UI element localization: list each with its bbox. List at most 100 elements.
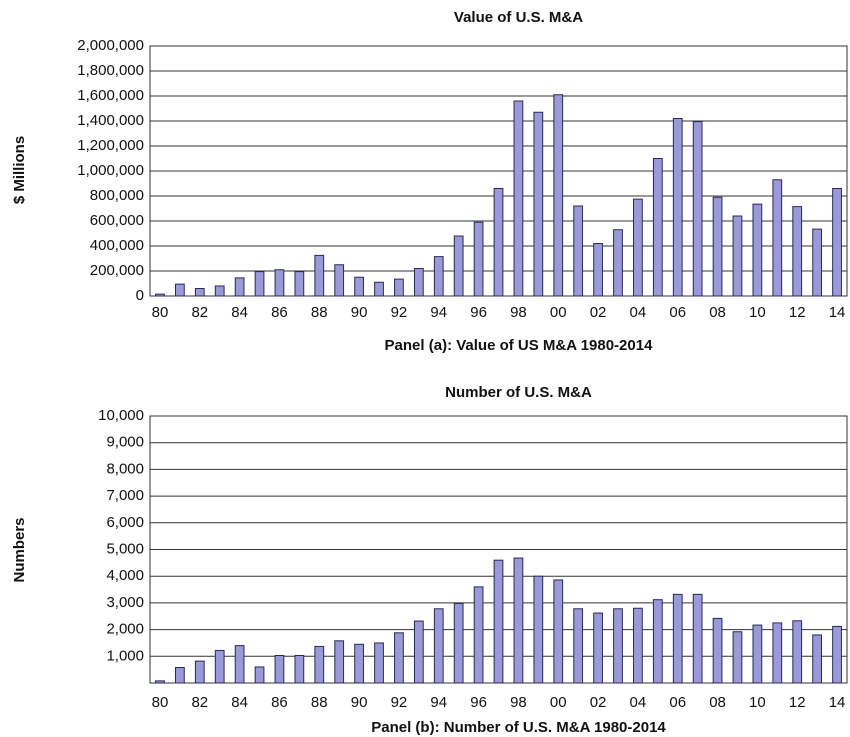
bar xyxy=(473,221,484,297)
x-tick-label: 96 xyxy=(470,304,487,321)
bar xyxy=(752,203,763,297)
x-tick-label: 80 xyxy=(152,694,169,711)
y-tick-label: 600,000 xyxy=(90,212,144,229)
x-tick-label: 82 xyxy=(191,694,208,711)
x-tick-label: 14 xyxy=(829,694,846,711)
bar xyxy=(254,666,265,684)
x-tick-label: 06 xyxy=(669,304,686,321)
bar xyxy=(792,620,803,684)
bar xyxy=(573,205,584,297)
bar xyxy=(692,121,703,297)
y-tick-label: 0 xyxy=(136,287,144,304)
x-tick-label: 14 xyxy=(829,304,846,321)
bar xyxy=(553,579,564,684)
bar xyxy=(772,622,783,684)
bar xyxy=(573,608,584,684)
bar xyxy=(254,271,265,297)
y-tick-label: 1,400,000 xyxy=(77,112,144,129)
bar xyxy=(294,271,305,297)
x-tick-label: 96 xyxy=(470,694,487,711)
bar xyxy=(214,649,225,684)
bar xyxy=(174,667,185,684)
y-tick-label: 8,000 xyxy=(106,460,144,477)
x-tick-label: 90 xyxy=(351,304,368,321)
bar xyxy=(513,557,524,684)
y-tick-label: 200,000 xyxy=(90,262,144,279)
y-axis-label: Numbers xyxy=(11,517,28,582)
bar xyxy=(394,632,404,684)
bar xyxy=(473,586,484,684)
bar xyxy=(374,281,384,297)
x-tick-label: 04 xyxy=(630,694,647,711)
x-tick-label: 94 xyxy=(430,694,447,711)
x-tick-label: 06 xyxy=(669,694,686,711)
bar xyxy=(672,118,683,297)
bar xyxy=(672,593,683,684)
bar xyxy=(314,645,325,684)
x-tick-label: 80 xyxy=(152,304,169,321)
bar xyxy=(274,269,285,297)
chart-title: Number of U.S. M&A xyxy=(445,384,592,401)
bar xyxy=(155,293,165,297)
y-tick-label: 3,000 xyxy=(106,594,144,611)
bar xyxy=(832,625,842,684)
x-tick-label: 86 xyxy=(271,694,288,711)
y-tick-label: 2,000,000 xyxy=(77,37,144,54)
bar xyxy=(214,285,225,297)
y-tick-label: 4,000 xyxy=(106,567,144,584)
bar xyxy=(433,608,444,684)
bar xyxy=(374,642,384,684)
x-tick-label: 00 xyxy=(550,694,567,711)
y-tick-label: 1,000,000 xyxy=(77,162,144,179)
bar xyxy=(334,640,345,684)
x-tick-label: 04 xyxy=(630,304,647,321)
x-tick-label: 08 xyxy=(709,304,726,321)
bar xyxy=(712,196,723,297)
bar xyxy=(453,235,464,297)
x-tick-label: 98 xyxy=(510,694,527,711)
bar xyxy=(533,575,544,684)
y-tick-label: 6,000 xyxy=(106,514,144,531)
x-tick-label: 98 xyxy=(510,304,527,321)
bar xyxy=(593,612,603,684)
bar xyxy=(553,94,564,297)
bar xyxy=(294,654,305,684)
y-tick-label: 800,000 xyxy=(90,187,144,204)
bar xyxy=(692,593,703,684)
bar xyxy=(652,599,663,684)
y-tick-label: 1,800,000 xyxy=(77,62,144,79)
x-tick-label: 82 xyxy=(191,304,208,321)
x-tick-label: 12 xyxy=(789,694,806,711)
bar xyxy=(812,228,823,297)
bar xyxy=(752,624,763,684)
bar xyxy=(194,288,205,297)
x-tick-label: 12 xyxy=(789,304,806,321)
y-tick-label: 400,000 xyxy=(90,237,144,254)
bar xyxy=(453,602,464,684)
x-axis-label: Panel (b): Number of U.S. M&A 1980-2014 xyxy=(371,719,666,736)
x-tick-label: 88 xyxy=(311,694,328,711)
bar xyxy=(633,198,643,297)
bar xyxy=(493,188,504,297)
bar xyxy=(613,608,623,684)
y-tick-label: 10,000 xyxy=(98,407,144,424)
x-tick-label: 86 xyxy=(271,304,288,321)
bar xyxy=(652,158,663,297)
bar xyxy=(593,243,603,297)
bar xyxy=(832,188,842,297)
bar xyxy=(354,643,364,684)
y-tick-label: 7,000 xyxy=(106,487,144,504)
bar xyxy=(493,559,504,684)
bar xyxy=(394,278,404,297)
x-tick-label: 02 xyxy=(590,304,607,321)
x-axis-label: Panel (a): Value of US M&A 1980-2014 xyxy=(385,337,654,354)
bar xyxy=(234,277,245,297)
bar xyxy=(732,631,743,684)
bar xyxy=(513,100,524,297)
bar xyxy=(354,276,364,297)
x-tick-label: 08 xyxy=(709,694,726,711)
x-tick-label: 94 xyxy=(430,304,447,321)
y-axis-label: $ Millions xyxy=(11,136,28,204)
bar xyxy=(413,620,424,684)
